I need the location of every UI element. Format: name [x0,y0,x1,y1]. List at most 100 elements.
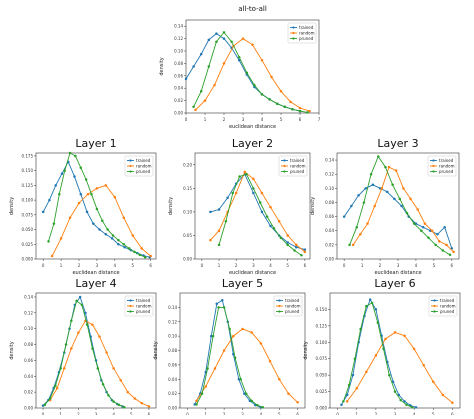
data-point-pruned [255,403,259,407]
data-point-pruned [369,172,373,176]
x-tick-label: 3 [397,263,400,268]
data-point-pruned [244,392,248,395]
data-point-trained [350,204,353,208]
data-point-pruned [101,219,104,222]
y-axis-label: density [153,341,159,359]
data-point-pruned [286,243,289,247]
data-point-pruned [138,253,142,257]
data-point-pruned [230,40,233,43]
data-point-pruned [222,31,226,34]
chart-panel-4: Layer 40 1 2 3 4 5 60.000.020.040.060.080.100.… [9,277,157,417]
y-axis-label: density [168,197,174,215]
legend-marker-pruned [433,310,436,313]
legend-label-pruned: pruned [136,169,151,174]
data-point-pruned [306,111,309,114]
data-point-random [295,243,298,247]
x-tick-label: 6 [149,263,152,268]
data-point-pruned [362,201,366,204]
data-point-trained [342,215,346,218]
data-point-pruned [206,367,209,370]
data-point-random [86,192,90,196]
data-point-pruned [359,327,362,331]
data-point-random [140,401,144,405]
data-point-random [147,405,151,408]
y-tick-label: 0.14 [168,305,177,310]
data-point-random [105,351,108,354]
data-point-random [250,331,253,334]
data-point-pruned [293,249,296,252]
data-point-random [126,390,130,394]
data-point-pruned [215,40,218,43]
data-point-pruned [405,403,408,406]
y-tick-label: 0.08 [24,342,33,347]
data-point-trained [207,38,211,42]
data-point-random [204,385,207,388]
y-axis-label: density [159,57,165,75]
data-point-pruned [127,247,131,250]
data-point-trained [443,225,446,229]
x-tick-label: 1 [361,263,364,268]
y-tick-label: 0.025 [316,389,328,394]
data-point-random [232,334,235,338]
data-point-random [409,197,412,201]
data-point-random [243,170,247,174]
data-point-random [203,99,207,102]
chart-title: Layer 6 [374,277,415,290]
data-point-pruned [58,192,61,196]
data-point-pruned [199,90,203,93]
chart-title: Layer 5 [222,277,263,290]
data-point-trained [303,248,307,251]
x-tick-label: 4 [261,117,264,122]
data-point-pruned [365,304,368,308]
legend-marker-trained [292,26,295,29]
data-point-pruned [111,234,115,237]
data-point-random [452,250,455,254]
data-point-pruned [47,240,50,243]
legend-box [428,295,458,317]
data-point-pruned [355,225,358,229]
data-point-trained [368,298,372,301]
data-point-pruned [258,201,262,204]
data-point-pruned [96,367,100,370]
data-point-pruned [80,303,84,307]
chart-panel-5: Layer 50 1 2 3 4 5 60.000.020.040.060.080.100.… [153,277,306,417]
y-tick-label: 0.08 [325,200,334,205]
data-point-pruned [377,155,380,158]
data-point-trained [226,196,229,200]
data-point-random [366,222,369,225]
data-point-random [303,250,307,254]
data-point-pruned [353,357,357,360]
data-point-trained [199,52,203,56]
data-point-pruned [207,65,211,68]
y-tick-label: 0.08 [168,348,177,353]
x-tick-label: 2 [78,263,81,268]
data-point-trained [41,210,45,214]
data-point-trained [403,400,406,403]
data-point-random [252,177,255,181]
data-point-trained [237,378,241,381]
data-point-random [104,184,108,187]
data-point-pruned [233,356,237,359]
chart-panel-6: Layer 60 1 2 3 4 5 60.0000.0250.0500.0750.1000… [303,277,461,417]
legend-label-random: random [136,164,152,169]
x-tick-label: 0 [42,263,45,268]
data-point-trained [340,403,343,406]
data-point-random [234,191,238,195]
data-point-pruned [90,192,93,196]
y-tick-label: 0.02 [174,98,183,103]
plot-frame [35,152,157,260]
x-tick-label: 4 [269,263,272,268]
data-point-pruned [238,175,241,178]
series-line-trained [343,184,453,249]
legend-marker-random [432,164,435,168]
series-line-random [195,38,310,112]
data-point-trained [269,224,272,228]
y-tick-label: 0.10 [24,326,33,331]
data-point-random [222,62,226,65]
data-point-pruned [85,323,89,326]
data-point-random [403,334,406,337]
